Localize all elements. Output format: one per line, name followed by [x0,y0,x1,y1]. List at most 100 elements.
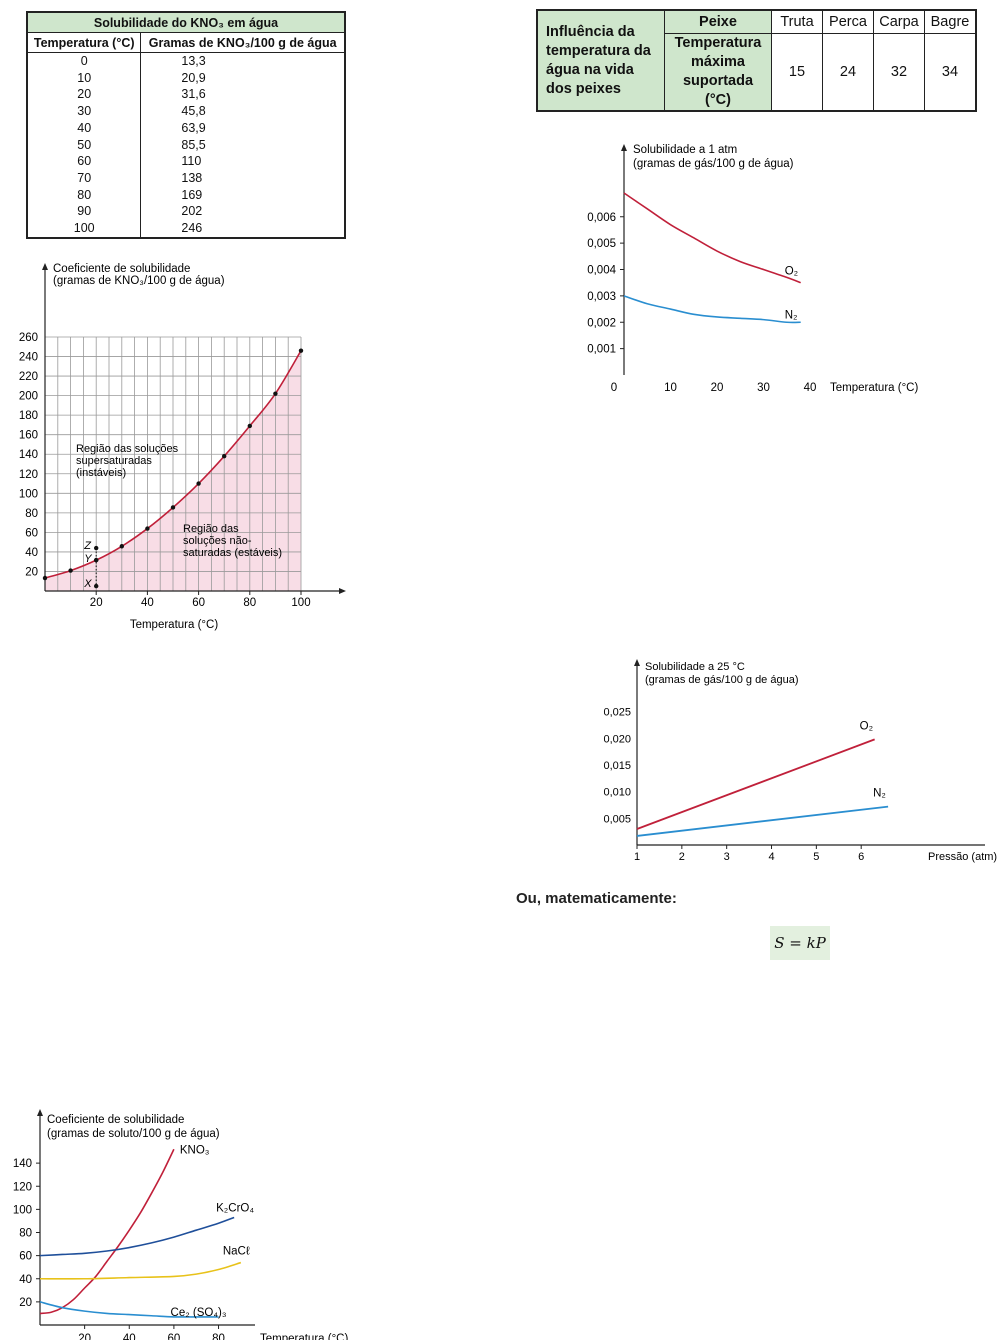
y-tick-label: 0,020 [603,733,631,745]
table-row: 0 13,3 [27,52,345,70]
unsaturated-region-label: Região das [183,523,239,535]
data-point [170,505,176,510]
y-tick-label: 180 [19,410,38,422]
y-axis-label: (gramas de soluto/100 g de água) [47,1128,220,1140]
temperature-cell: 90 [27,203,142,221]
table-row: 60 110 [27,153,345,170]
series-label: K₂CrO₄ [216,1202,254,1214]
temperature-cell: 20 [27,86,142,104]
series-line-nacl [39,1261,242,1280]
y-tick-label: 0,005 [603,813,631,825]
y-axis-arrow [621,144,627,151]
x-tick-label: 2 [679,851,685,863]
kno3-solubility-table: Solubilidade do KNO₃ em água Temperatura… [26,11,346,239]
x-axis-label: Pressão (atm) [928,851,997,863]
table-row: 70 138 [27,169,345,187]
x-axis-label: Temperatura (°C) [130,619,218,631]
series-label: N₂ [785,309,798,321]
y-tick-label: 60 [25,527,38,539]
fish-name: Bagre [924,9,977,34]
x-tick-label: 30 [757,382,770,394]
temperature-cell: 80 [27,186,142,204]
y-tick-label: 60 [19,1251,32,1263]
series-line-o2 [636,738,875,830]
y-axis-label: (gramas de gás/100 g de água) [645,674,799,686]
solubility-cell: 138 [181,170,203,185]
data-point [42,575,48,581]
series-label: O₂ [785,266,798,278]
solubility-cell: 63,9 [181,120,206,135]
data-point [145,526,150,531]
y-tick-label: 0,015 [603,760,631,772]
max-temp-value: 15 [771,33,823,112]
y-tick-label: 260 [19,332,38,344]
table-row: 90 202 [27,203,345,221]
y-tick-label: 0,005 [587,238,616,250]
y-axis-label: Coeficiente de solubilidade [53,263,190,275]
x-tick-label: 20 [711,382,724,394]
temperature-cell: 40 [27,119,142,137]
supersaturated-region-label: supersaturadas [76,455,152,467]
solubility-cell: 31,6 [181,87,206,102]
y-axis-label: (gramas de gás/100 g de água) [633,158,794,170]
y-tick-label: 0,004 [587,265,616,277]
x-tick-label: 6 [858,851,864,863]
data-point [68,568,73,573]
column-header: Temperatura (°C) [27,32,142,53]
x-tick-label: 80 [212,1333,225,1340]
data-point [119,544,125,549]
table-row: 10 20,9 [27,69,345,87]
gas-solubility-pressure-chart: Solubilidade a 25 °C(gramas de gás/100 g… [603,659,997,863]
column-header: Gramas de KNO₃/100 g de água [140,32,345,53]
y-axis-arrow [42,263,48,270]
series-line-kno3 [39,1148,175,1315]
data-point [273,391,278,396]
supersaturated-region-label: (instáveis) [76,467,126,479]
y-tick-label: 0,010 [603,787,631,799]
x-tick-label: 40 [804,382,817,394]
y-tick-label: 100 [19,488,38,500]
point-x [94,583,99,589]
data-point [196,481,201,486]
table-row: 50 85,5 [27,136,345,154]
unsaturated-region-label: soluções não- [183,535,252,547]
y-tick-label: 20 [19,1297,32,1309]
series-label: NaCℓ [223,1246,250,1258]
series-line-n2 [636,805,889,837]
x-tick-label: 10 [664,382,677,394]
max-temp-value: 32 [873,33,925,112]
x-tick-label: 5 [813,851,819,863]
fish-name: Perca [822,9,874,34]
y-tick-label: 80 [25,508,38,520]
series-line-o2 [623,192,801,284]
y-axis-label: Solubilidade a 1 atm [633,144,737,156]
point-z [94,545,99,551]
y-tick-label: 120 [19,469,38,481]
x-axis-label: Temperatura (°C) [260,1333,348,1340]
y-tick-label: 20 [25,566,38,578]
y-axis-label: (gramas de KNO₃/100 g de água) [53,275,225,287]
y-tick-label: 0,003 [587,291,616,303]
y-tick-label: 0,002 [587,317,616,329]
x-tick-label: 60 [192,597,205,609]
point-label: Y [84,553,92,565]
y-tick-label: 100 [13,1204,32,1216]
y-axis-arrow [37,1109,43,1116]
solubility-cell: 85,5 [181,137,206,152]
temperature-cell: 10 [27,69,142,87]
temperature-cell: 100 [27,220,142,238]
temperature-cell: 0 [27,52,142,70]
x-tick-label: 3 [724,851,730,863]
y-tick-label: 40 [25,547,38,559]
table-row: 80 169 [27,186,345,204]
y-tick-label: 220 [19,371,38,383]
table-row: 40 63,9 [27,119,345,137]
x-tick-label: 20 [90,597,103,609]
y-tick-label: 120 [13,1181,32,1193]
table-side-label: Influência da temperatura da água na vid… [536,9,665,112]
y-tick-label: 160 [19,430,38,442]
table-row: 20 31,6 [27,86,345,104]
solubility-cell: 202 [181,204,203,219]
solubility-cell: 246 [181,221,203,236]
x-tick-label: 1 [634,851,640,863]
